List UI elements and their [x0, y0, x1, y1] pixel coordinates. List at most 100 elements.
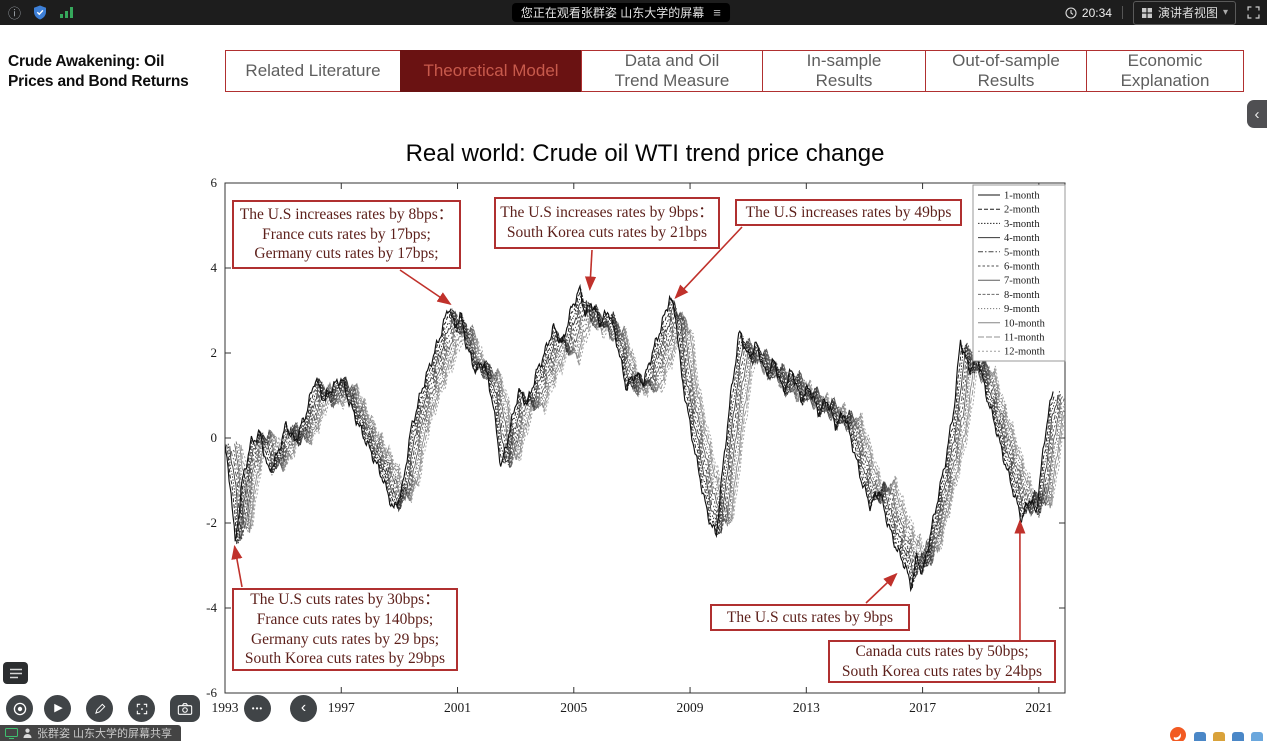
legend-box [972, 184, 1066, 362]
annotation-box-1: The U.S increases rates by 8bps： France c… [232, 200, 461, 269]
tab-out-of-sample-results[interactable]: Out-of-sample Results [925, 50, 1087, 92]
series-3-month [227, 293, 1057, 584]
annotation-line: South Korea cuts rates by 24bps [841, 662, 1043, 680]
pencil-icon [94, 703, 105, 714]
list-icon [9, 668, 22, 678]
screen-icon [5, 727, 18, 739]
tab-theoretical-model[interactable]: Theoretical Model [400, 50, 582, 92]
legend-label: 3-month [1004, 219, 1040, 230]
annotation-arrow [399, 269, 452, 305]
annotation-line: Germany cuts rates by 29 bps; [250, 630, 440, 648]
view-mode-dropdown[interactable]: 演讲者视图 ▾ [1132, 0, 1236, 25]
annotation-line: The U.S cuts rates by 30bps： [250, 591, 440, 609]
annotation-box-6: Canada cuts rates by 50bps; South Korea c… [828, 640, 1056, 683]
tray-icon-3[interactable] [1232, 731, 1244, 741]
annotation-line: South Korea cuts rates by 21bps [506, 224, 708, 241]
series-5-month [230, 300, 1060, 575]
collapse-toolbar-button[interactable]: ‹ [290, 695, 317, 722]
taskbar-tray [1169, 726, 1263, 741]
tray-icon-2[interactable] [1213, 731, 1225, 741]
series-9-month [237, 305, 1065, 573]
annotation-line: The U.S increases rates by 9bps： [500, 204, 714, 222]
x-tick-label: 2001 [444, 700, 471, 715]
x-tick-label: 2009 [677, 700, 704, 715]
y-tick-label: -6 [206, 685, 217, 700]
legend-label: 6-month [1004, 262, 1040, 273]
legend-label: 8-month [1004, 290, 1040, 301]
legend-label: 12-month [1004, 347, 1046, 358]
screen-watching-banner[interactable]: 您正在观看张群姿 山东大学的屏幕 ≡ [511, 3, 730, 22]
annotation-box-3: The U.S increases rates by 49bps [735, 199, 962, 226]
legend-label: 9-month [1004, 304, 1040, 315]
series-2-month [226, 288, 1055, 589]
playlist-button[interactable] [3, 662, 28, 684]
tab-label: Trend Measure [614, 71, 730, 90]
x-tick-label: 2017 [909, 700, 936, 715]
annotate-button[interactable] [86, 695, 113, 722]
annotation-box-5: The U.S cuts rates by 9bps [710, 604, 910, 631]
camera-icon [177, 702, 193, 715]
banner-menu-icon[interactable]: ≡ [713, 5, 721, 20]
tab-data-and-oil-trend-measure[interactable]: Data and Oil Trend Measure [581, 50, 763, 92]
legend-label: 5-month [1004, 247, 1040, 258]
app-logo-icon[interactable] [1169, 726, 1187, 741]
legend-label: 2-month [1004, 205, 1040, 216]
tray-icon-4[interactable] [1251, 731, 1263, 741]
series-11-month [240, 313, 1065, 563]
tab-in-sample-results[interactable]: In-sample Results [762, 50, 926, 92]
series-12-month [242, 316, 1065, 560]
series-8-month [235, 302, 1065, 573]
annotation-line: France cuts rates by 140bps; [256, 610, 434, 628]
x-tick-label: 1993 [212, 700, 239, 715]
tab-label: Data and Oil [624, 50, 720, 70]
side-panel-toggle[interactable]: ‹ [1247, 100, 1267, 128]
record-button[interactable] [6, 695, 33, 722]
topbar-divider [1121, 6, 1123, 19]
meeting-time: 20:34 [1081, 5, 1112, 20]
fullscreen-expand-icon[interactable] [1246, 4, 1261, 22]
tab-economic-explanation[interactable]: Economic Explanation [1086, 50, 1244, 92]
series-7-month [234, 302, 1064, 574]
annotation-arrow [584, 249, 597, 291]
screenshot-button[interactable] [128, 695, 155, 722]
annotation-line: The U.S increases rates by 49bps [745, 203, 952, 221]
annotation-arrow [865, 572, 898, 604]
x-tick-label: 2013 [793, 700, 820, 715]
x-tick-label: 2021 [1025, 700, 1052, 715]
share-label-text: 张群姿 山东大学的屏幕共享 [37, 728, 173, 740]
y-tick-label: 4 [211, 260, 218, 275]
clock-icon [1065, 4, 1077, 22]
play-button[interactable]: ▶ [44, 695, 71, 722]
deck-title-line2: Prices and Bond Returns [8, 73, 189, 91]
more-button[interactable]: ••• [244, 695, 271, 722]
meeting-topbar: ⓘ 您正在观看张群姿 山东大学的屏幕 ≡ 20:34 [0, 0, 1267, 25]
camera-button[interactable] [170, 695, 200, 722]
annotation-line: South Korea cuts rates by 29bps [244, 650, 446, 668]
legend-label: 11-month [1004, 333, 1045, 344]
deck-title: Crude Awakening: Oil Prices and Bond Ret… [8, 52, 224, 92]
chevron-down-icon: ▾ [1222, 7, 1228, 18]
series-10-month [238, 308, 1065, 569]
tab-label: Results [815, 71, 873, 90]
info-icon[interactable]: ⓘ [8, 6, 22, 21]
legend-label: 10-month [1004, 318, 1046, 329]
watching-label: 您正在观看张群姿 山东大学的屏幕 [520, 6, 705, 20]
legend-label: 4-month [1004, 233, 1040, 244]
x-tick-label: 1997 [328, 700, 355, 715]
legend-label: 1-month [1004, 191, 1040, 202]
signal-bars-icon[interactable] [59, 4, 75, 22]
tab-related-literature[interactable]: Related Literature [225, 50, 401, 92]
play-icon: ▶ [54, 702, 63, 714]
shield-icon[interactable] [33, 4, 47, 22]
y-tick-label: 6 [211, 175, 218, 190]
tab-label: In-sample [806, 50, 882, 70]
annotation-box-2: The U.S increases rates by 9bps： South Ko… [494, 197, 720, 249]
chart-title: Real world: Crude oil WTI trend price ch… [405, 140, 885, 167]
tab-label: Results [977, 71, 1035, 90]
tray-icon-1[interactable] [1194, 731, 1206, 741]
tab-label: Theoretical Model [423, 60, 559, 80]
annotation-line: The U.S cuts rates by 9bps [726, 608, 894, 626]
chevron-left-icon: ‹ [300, 698, 307, 716]
